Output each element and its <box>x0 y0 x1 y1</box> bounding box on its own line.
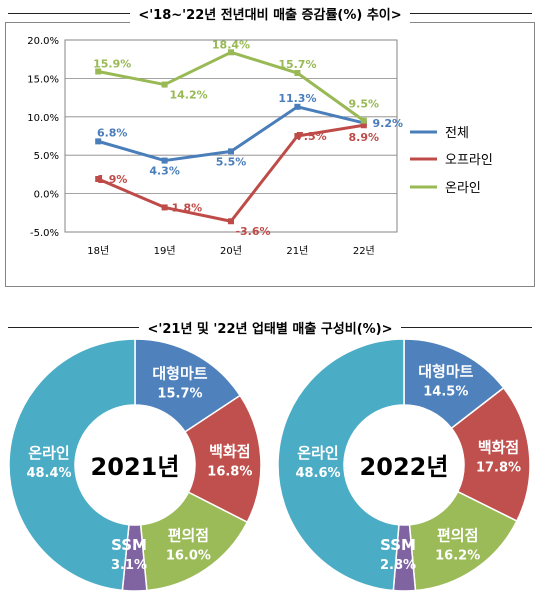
pie-chart-title: <'21년 및 '22년 업태별 매출 구성비(%)> <box>139 318 401 337</box>
slice-value-label: 16.8% <box>207 465 252 480</box>
x-tick-label: 20년 <box>220 245 242 257</box>
legend-label: 전체 <box>445 126 469 141</box>
data-label: 9.2% <box>373 117 404 130</box>
slice-name-label: 편의점 <box>437 526 478 544</box>
data-point <box>161 81 168 88</box>
legend-label: 오프라인 <box>445 153 493 168</box>
data-point <box>161 157 168 164</box>
donut-chart-2022: 대형마트 14.5% 백화점 17.8% 편의점 16.2% SSM 2.8% 온라인 48.6%… <box>277 338 531 592</box>
slice-value-label: 16.2% <box>435 548 480 563</box>
y-tick-label: -5.0% <box>30 228 59 239</box>
data-label: -3.6% <box>235 225 270 238</box>
data-label: 7.5% <box>296 130 327 143</box>
data-point <box>228 218 234 225</box>
slice-name-label: 온라인 <box>297 444 338 462</box>
slice-name-label: SSM <box>111 536 147 554</box>
donut-hole <box>75 405 195 525</box>
data-label: 18.4% <box>212 38 250 51</box>
data-point <box>95 68 102 75</box>
slice-value-label: 3.1% <box>111 558 147 573</box>
slice-value-label: 14.5% <box>423 385 468 400</box>
slice-value-label: 48.6% <box>295 466 340 481</box>
data-point <box>360 117 367 124</box>
slice-name-label: 온라인 <box>28 444 69 462</box>
data-label: 6.8% <box>97 126 128 139</box>
data-label: 8.9% <box>349 131 380 144</box>
x-tick-label: 22년 <box>353 245 375 257</box>
data-point <box>294 103 301 110</box>
donut-center-label: 2021년 <box>91 453 180 481</box>
slice-value-label: 48.4% <box>26 466 71 481</box>
data-label: 15.9% <box>93 57 131 70</box>
slice-value-label: 2.8% <box>380 558 416 573</box>
data-label: -1.8% <box>167 201 202 214</box>
data-label: 14.2% <box>170 89 208 102</box>
slice-name-label: SSM <box>380 536 416 554</box>
pie-chart-title-row: <'21년 및 '22년 업태별 매출 구성비(%)> <box>0 318 540 337</box>
y-tick-label: 20.0% <box>27 36 59 47</box>
donut-hole <box>344 405 464 525</box>
line-chart-title-row: <'18~'22년 전년대비 매출 증감률(%) 추이> <box>0 4 540 23</box>
slice-name-label: 백화점 <box>478 439 519 457</box>
data-point <box>95 176 102 183</box>
y-tick-label: 15.0% <box>27 74 59 85</box>
slice-value-label: 17.8% <box>476 461 521 476</box>
x-tick-label: 21년 <box>286 245 308 257</box>
data-point <box>95 138 102 145</box>
slice-name-label: 대형마트 <box>418 363 473 381</box>
line-chart-title: <'18~'22년 전년대비 매출 증감률(%) 추이> <box>130 4 410 23</box>
data-label: 11.3% <box>278 92 316 105</box>
slice-value-label: 16.0% <box>166 549 211 564</box>
data-label: 4.3% <box>149 165 180 178</box>
y-tick-label: 10.0% <box>27 113 59 124</box>
y-tick-label: 0.0% <box>34 190 59 201</box>
data-label: 1.9% <box>97 173 128 186</box>
data-point <box>294 133 301 139</box>
x-tick-label: 19년 <box>154 245 176 257</box>
y-tick-label: 5.0% <box>34 151 59 162</box>
x-tick-label: 18년 <box>87 245 109 257</box>
donut-chart-2021: 대형마트 15.7% 백화점 16.8% 편의점 16.0% SSM 3.1% 온라인 48.4%… <box>8 338 262 592</box>
plot-area <box>64 39 398 233</box>
chart-frame <box>5 22 535 287</box>
line-chart: 20.0% 15.0% 10.0% 5.0% 0.0% -5.0% 18년 19년 20년 21년… <box>5 22 535 287</box>
data-point <box>228 49 234 56</box>
donut-center-label: 2022년 <box>360 453 449 481</box>
legend-label: 온라인 <box>445 181 481 196</box>
slice-name-label: 편의점 <box>168 527 209 545</box>
data-point <box>228 148 234 155</box>
slice-value-label: 15.7% <box>157 386 202 401</box>
data-point <box>294 70 301 77</box>
slice-name-label: 백화점 <box>209 443 250 461</box>
data-point <box>360 122 367 129</box>
slice-name-label: 대형마트 <box>152 364 207 382</box>
data-label: 15.7% <box>278 58 316 71</box>
data-label: 5.5% <box>216 155 247 168</box>
data-label: 9.5% <box>349 98 380 111</box>
data-point <box>161 204 168 211</box>
